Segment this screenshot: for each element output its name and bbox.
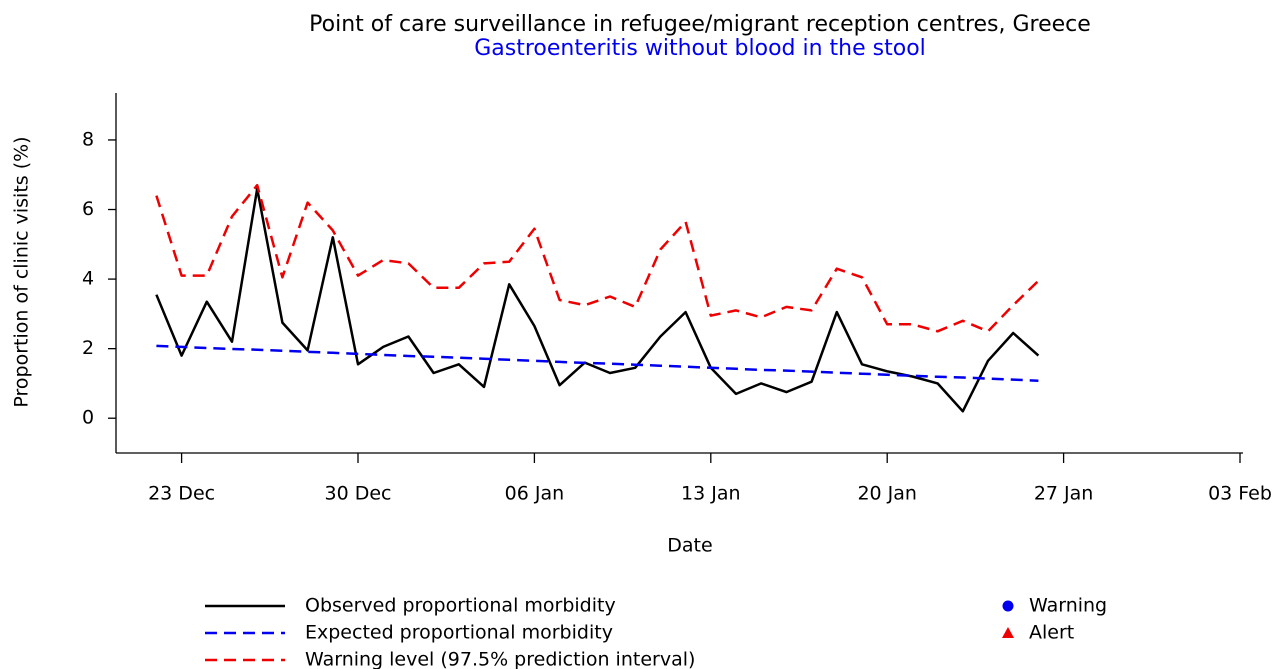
legend-marker: [1002, 627, 1014, 638]
x-tick-label: 03 Feb: [1208, 483, 1272, 505]
series-line: [155, 183, 1040, 333]
y-tick-label: 8: [82, 128, 94, 150]
y-axis-label: Proportion of clinic visits (%): [11, 136, 33, 407]
x-tick-label: 30 Dec: [325, 483, 392, 505]
series-line: [156, 344, 1039, 382]
y-tick-label: 0: [82, 407, 94, 429]
legend-label: Alert: [1029, 622, 1074, 644]
y-tick-label: 4: [82, 268, 94, 290]
x-tick-label: 23 Dec: [148, 483, 215, 505]
legend-marker: [1002, 600, 1014, 612]
y-tick-label: 2: [82, 337, 94, 359]
legend-label: Warning: [1029, 595, 1107, 617]
x-tick-label: 20 Jan: [857, 483, 917, 505]
chart-title: Point of care surveillance in refugee/mi…: [309, 12, 1091, 37]
x-tick-label: 13 Jan: [681, 483, 741, 505]
y-tick-label: 6: [82, 198, 94, 220]
legend-label: Observed proportional morbidity: [305, 595, 616, 617]
legend-label: Warning level (97.5% prediction interval…: [305, 649, 695, 669]
x-tick-label: 27 Jan: [1034, 483, 1094, 505]
x-tick-label: 06 Jan: [505, 483, 565, 505]
series-line: [155, 187, 1040, 413]
legend-label: Expected proportional morbidity: [305, 622, 613, 644]
x-axis-label: Date: [667, 535, 712, 557]
chart-subtitle: Gastroenteritis without blood in the sto…: [474, 36, 926, 61]
